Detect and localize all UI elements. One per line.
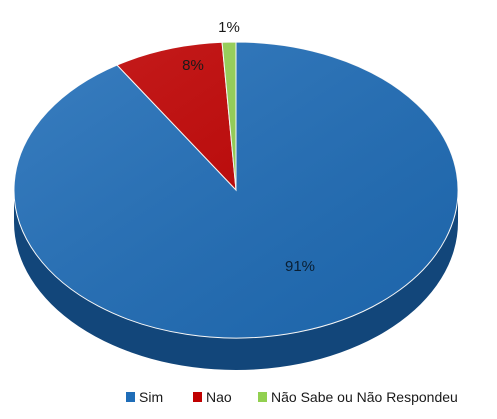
legend-label: Nao <box>206 389 232 405</box>
pie-sides <box>14 190 458 370</box>
legend-label: Não Sabe ou Não Respondeu <box>271 389 458 405</box>
data-label-nao: 8% <box>182 57 204 74</box>
legend: Sim Nao Não Sabe ou Não Respondeu <box>126 389 458 405</box>
data-label-sim: 91% <box>285 258 315 275</box>
legend-item-sim: Sim <box>126 389 163 405</box>
pie-sheen <box>14 42 458 338</box>
legend-swatch <box>193 392 202 402</box>
pie-slices <box>13 41 459 339</box>
legend-swatch <box>258 392 267 402</box>
legend-label: Sim <box>139 389 163 405</box>
data-labels: 91% 8% 1% <box>182 19 315 275</box>
data-label-nao-sabe-ou-nao-respondeu: 1% <box>218 19 240 36</box>
pie-side-sim <box>14 190 458 370</box>
legend-item-nao: Nao <box>193 389 232 405</box>
legend-item-nao-sabe-ou-nao-respondeu: Não Sabe ou Não Respondeu <box>258 389 458 405</box>
legend-swatch <box>126 392 135 402</box>
